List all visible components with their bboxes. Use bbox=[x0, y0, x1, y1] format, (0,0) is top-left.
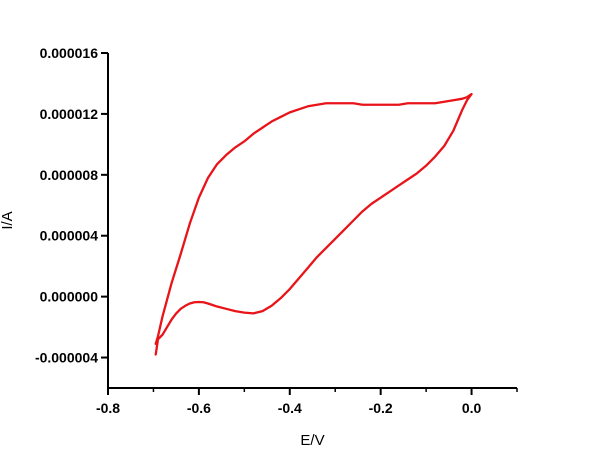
y-tick-label: 0.000012 bbox=[40, 106, 99, 122]
x-axis-title: E/V bbox=[300, 432, 324, 449]
x-tick-label: 0.0 bbox=[462, 400, 482, 416]
x-tick-label: -0.6 bbox=[187, 400, 211, 416]
x-tick-label: -0.2 bbox=[369, 400, 393, 416]
x-tick-label: -0.4 bbox=[278, 400, 302, 416]
y-tick-label: -0.000004 bbox=[35, 350, 98, 366]
ticks bbox=[101, 52, 518, 395]
y-axis-title: I/A bbox=[0, 211, 16, 229]
y-tick-label: 0.000008 bbox=[40, 167, 99, 183]
axes bbox=[107, 53, 517, 389]
y-tick-label: 0.000016 bbox=[40, 45, 99, 61]
y-tick-label: 0.000004 bbox=[40, 228, 99, 244]
x-tick-label: -0.8 bbox=[96, 400, 120, 416]
tick-labels: -0.8 -0.6 -0.4 -0.2 0.0 -0.000004 0.000000 0.00… bbox=[35, 45, 482, 416]
y-tick-label: 0.000000 bbox=[40, 289, 99, 305]
series-line bbox=[154, 92, 473, 356]
